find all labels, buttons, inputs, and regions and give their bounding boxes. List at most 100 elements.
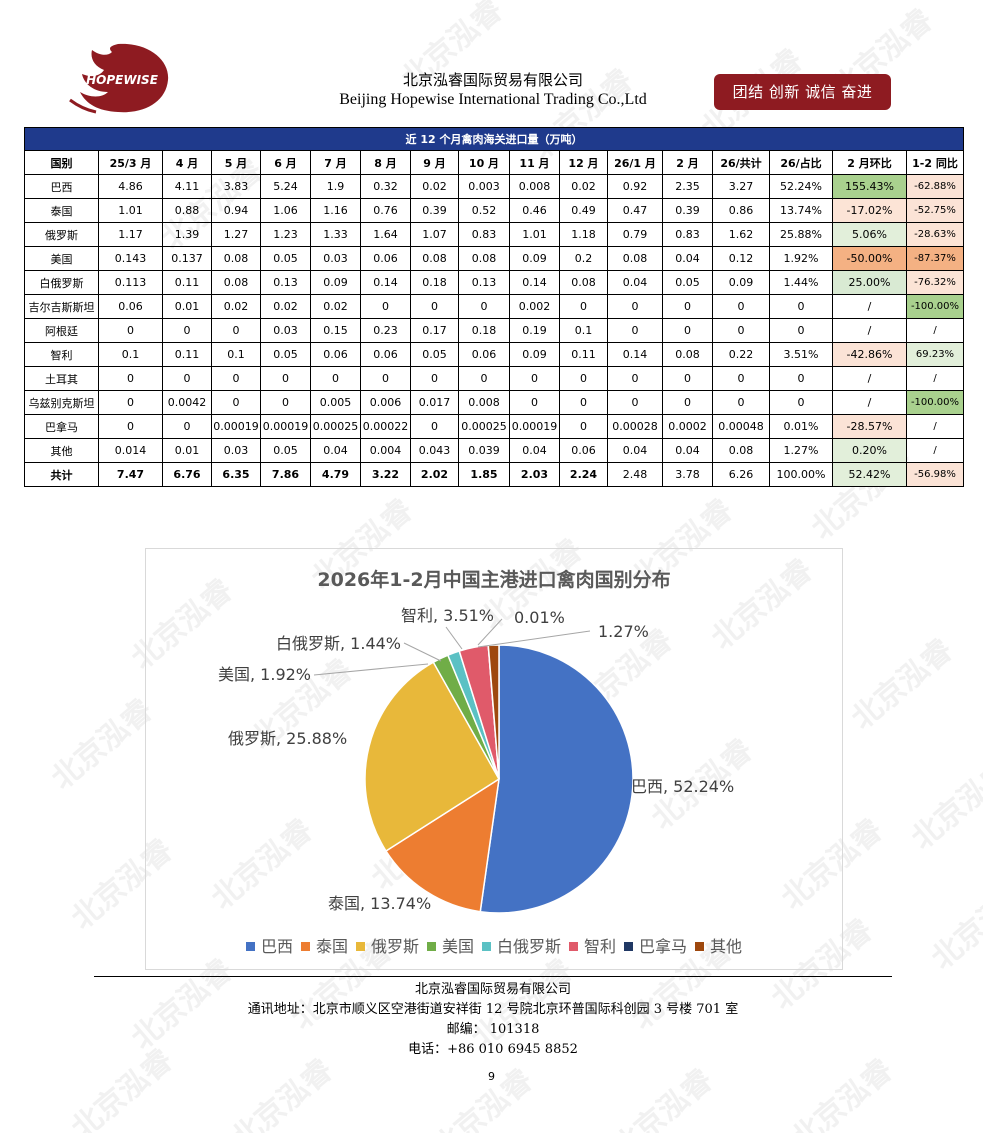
- value-cell: 0.06: [98, 294, 163, 319]
- value-cell: 0.003: [458, 174, 510, 199]
- value-cell: 0: [712, 366, 770, 391]
- country-cell: 白俄罗斯: [24, 270, 99, 295]
- legend-item: 其他: [695, 933, 742, 957]
- legend-swatch: [695, 942, 705, 951]
- country-cell: 其他: [24, 438, 99, 463]
- value-cell: 0.14: [360, 270, 411, 295]
- legend-label: 巴拿马: [639, 937, 688, 956]
- chart-legend: 巴西 泰国 俄罗斯 美国 白俄罗斯 智利 巴拿马 其他: [146, 933, 842, 957]
- value-cell: 0.04: [662, 438, 713, 463]
- pie-slice: [384, 777, 500, 913]
- value-cell: 4.79: [310, 462, 361, 487]
- value-cell: 1.85: [458, 462, 510, 487]
- legend-swatch: [245, 942, 255, 951]
- value-cell: 0.04: [310, 438, 361, 463]
- value-cell: 0: [260, 390, 311, 415]
- value-cell: 0.008: [458, 390, 510, 415]
- value-cell: 0.18: [410, 270, 459, 295]
- value-cell: 0: [360, 294, 411, 319]
- legend-label: 智利: [584, 937, 617, 956]
- watermark-text: 北京泓睿: [45, 692, 160, 797]
- value-cell: 3.51%: [769, 342, 833, 367]
- value-cell: 0.08: [410, 246, 459, 271]
- value-cell: 0.11: [559, 342, 608, 367]
- value-cell: -42.86%: [832, 342, 907, 367]
- value-cell: 0.1: [211, 342, 261, 367]
- legend-item: 智利: [569, 933, 616, 957]
- value-cell: 0: [410, 366, 459, 391]
- value-cell: 0.12: [712, 246, 770, 271]
- watermark-text: 北京泓睿: [605, 1062, 720, 1133]
- column-header: 9 月: [410, 150, 459, 175]
- value-cell: 0.06: [310, 342, 361, 367]
- pie-slice: [364, 661, 501, 853]
- footer-phone: 电话：+86 010 6945 8852: [408, 1042, 578, 1057]
- value-cell: 0.94: [211, 198, 261, 223]
- value-cell: 0.13: [260, 270, 311, 295]
- footer-postcode: 邮编： 101318: [446, 1022, 540, 1037]
- value-cell: 0.09: [310, 270, 361, 295]
- value-cell: 0.06: [360, 342, 411, 367]
- table-row: 美国 0.143 0.137 0.08 0.05 0.03 0.06 0.08 0.08 0.09…: [24, 246, 964, 271]
- legend-label: 巴西: [260, 937, 293, 956]
- chart-title: 2026年1-2月中国主港进口禽肉国别分布: [317, 569, 671, 591]
- value-cell: 0: [509, 366, 560, 391]
- pie-chart: 巴西, 52.24% 泰国, 13.74% 俄罗斯, 25.88% 美国, 1.92%…: [218, 606, 734, 914]
- column-header: 4 月: [162, 150, 212, 175]
- value-cell: 1.23: [260, 222, 311, 247]
- legend-label: 白俄罗斯: [497, 937, 562, 956]
- value-cell: 0.143: [98, 246, 163, 271]
- value-cell: 13.74%: [769, 198, 833, 223]
- value-cell: 1.92%: [769, 246, 833, 271]
- value-cell: 1.07: [410, 222, 459, 247]
- legend-label: 俄罗斯: [370, 937, 419, 956]
- value-cell: 1.9: [310, 174, 361, 199]
- slogan-badge: 团结 创新 诚信 奋进: [714, 74, 891, 110]
- value-cell: 0: [712, 318, 770, 343]
- value-cell: 0.22: [712, 342, 770, 367]
- value-cell: 0: [662, 390, 713, 415]
- value-cell: 0.32: [360, 174, 411, 199]
- label-leader-line: [477, 630, 591, 648]
- value-cell: -100.00%: [906, 294, 964, 319]
- value-cell: 0: [712, 390, 770, 415]
- value-cell: 4.11: [162, 174, 212, 199]
- value-cell: 0.005: [310, 390, 361, 415]
- value-cell: -100.00%: [906, 390, 964, 415]
- value-cell: 0.08: [607, 246, 663, 271]
- value-cell: 0.03: [211, 438, 261, 463]
- value-cell: 3.83: [211, 174, 261, 199]
- value-cell: 7.47: [98, 462, 163, 487]
- country-cell: 土耳其: [24, 366, 99, 391]
- value-cell: 2.03: [509, 462, 560, 487]
- value-cell: 0.19: [509, 318, 560, 343]
- value-cell: 2.02: [410, 462, 459, 487]
- value-cell: 0.08: [559, 270, 608, 295]
- value-cell: 0.02: [559, 174, 608, 199]
- value-cell: 52.24%: [769, 174, 833, 199]
- column-header: 10 月: [458, 150, 510, 175]
- value-cell: 0.137: [162, 246, 212, 271]
- value-cell: 5.06%: [832, 222, 907, 247]
- value-cell: /: [906, 438, 964, 463]
- pie-chart-panel: 2026年1-2月中国主港进口禽肉国别分布 巴西, 52.24% 泰国, 13.7…: [145, 548, 843, 970]
- table-row: 乌兹别克斯坦 0 0.0042 0 0 0.005 0.006 0.017 0.008 0 0 0 0 0…: [24, 390, 964, 415]
- value-cell: 0.09: [509, 246, 560, 271]
- value-cell: 0.014: [98, 438, 163, 463]
- value-cell: 0: [360, 366, 411, 391]
- value-cell: 0: [769, 366, 833, 391]
- value-cell: 0: [662, 366, 713, 391]
- hopewise-logo: HOPEWISE: [69, 43, 169, 114]
- value-cell: /: [906, 414, 964, 439]
- value-cell: 0.03: [310, 246, 361, 271]
- value-cell: 0.00025: [458, 414, 510, 439]
- value-cell: 0.01: [162, 438, 212, 463]
- value-cell: 0.08: [712, 438, 770, 463]
- value-cell: 0.002: [509, 294, 560, 319]
- value-cell: /: [832, 294, 907, 319]
- value-cell: 6.76: [162, 462, 212, 487]
- value-cell: /: [906, 318, 964, 343]
- value-cell: 0: [98, 366, 163, 391]
- value-cell: 0: [162, 318, 212, 343]
